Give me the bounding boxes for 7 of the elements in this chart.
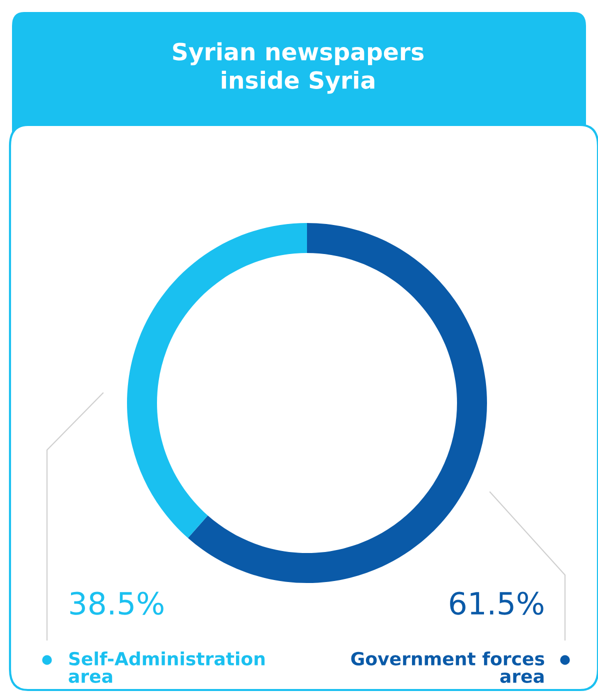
donut-slice — [188, 223, 487, 583]
slice-label: Government forces area — [351, 652, 544, 683]
chart-title: Syrian newspapers inside Syria — [173, 42, 424, 94]
data-label: 38.5% — [70, 592, 164, 615]
data-label: 61.5% — [450, 592, 544, 615]
legend-label: Self-Administration area — [68, 652, 265, 683]
donut-slice — [127, 223, 307, 538]
